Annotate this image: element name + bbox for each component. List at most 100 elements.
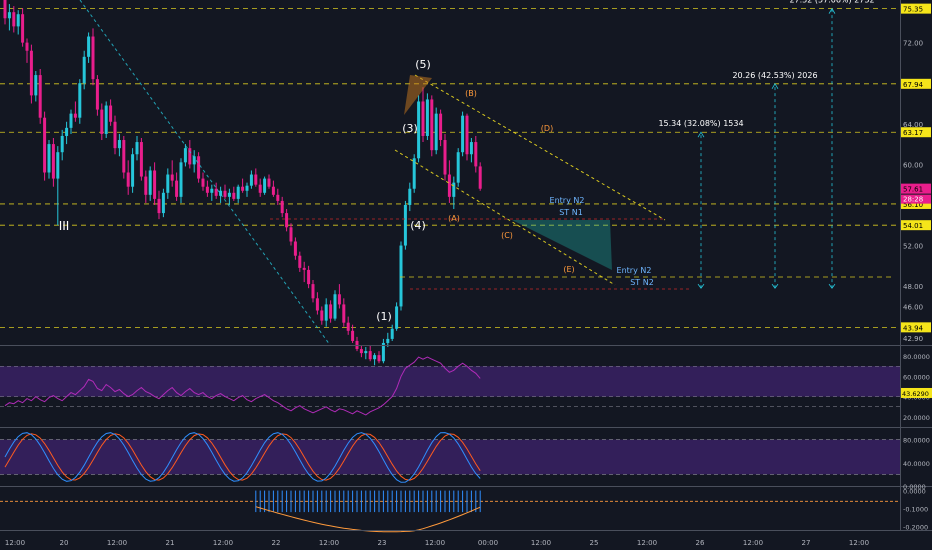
candle-body: [434, 113, 438, 151]
candle-body: [386, 338, 390, 343]
target-base-tick: [828, 283, 836, 289]
time-tick-label: 00:00: [478, 539, 498, 547]
candle-body: [293, 241, 297, 256]
price-axis: 72.00 64.00 60.00 52.00 48.00 46.00 42.90 75.35…: [0, 0, 932, 531]
target-arrow-head: [828, 7, 836, 14]
candle-body: [179, 162, 183, 197]
candle-body: [329, 304, 333, 319]
candle-body: [25, 42, 29, 51]
level-tag-label: 75.35: [903, 6, 923, 14]
rsi-current-tag-label: 43.6290: [902, 390, 929, 398]
candle-body: [126, 172, 130, 187]
time-tick-label: 25: [590, 539, 599, 547]
candle-body: [210, 188, 214, 193]
time-tick-label: 23: [378, 539, 387, 547]
stoch-tick-label: 40.0000: [903, 460, 930, 468]
candle-body: [214, 188, 218, 196]
target-label: 20.26 (42.53%) 2026: [732, 71, 817, 80]
stoch-pane[interactable]: [0, 432, 900, 483]
stoch-tick-label: 0.0000: [903, 483, 926, 491]
level-tag-label: 43.94: [903, 324, 924, 332]
candle-body: [82, 56, 86, 84]
candle-body: [16, 14, 20, 27]
candle-body: [258, 184, 262, 193]
candle-body: [7, 12, 11, 19]
wave5-shading: [404, 75, 432, 115]
candle-body: [430, 99, 434, 151]
candle-body: [175, 180, 179, 197]
fan-shading: [512, 220, 612, 270]
time-tick-label: 12:00: [743, 539, 763, 547]
rsi-pane[interactable]: [0, 356, 900, 416]
candle-body: [351, 330, 355, 341]
triangle-lower-line: [394, 149, 616, 286]
stoch-k-line: [4, 432, 481, 483]
candle-body: [78, 83, 82, 118]
candle-body: [122, 140, 126, 173]
candle-body: [289, 227, 293, 242]
candle-body: [227, 192, 231, 197]
candle-body: [390, 328, 394, 339]
time-tick-label: 12:00: [319, 539, 339, 547]
macd-pane[interactable]: [0, 490, 900, 533]
candle-body: [447, 174, 451, 197]
candle-body: [245, 185, 249, 191]
candle-body: [465, 115, 469, 155]
candle-body: [197, 156, 201, 179]
time-tick-label: 12:00: [213, 539, 233, 547]
candle-body: [87, 36, 91, 57]
target-arrow-head: [697, 131, 705, 138]
candle-body: [280, 200, 284, 214]
candle-body: [249, 174, 253, 186]
entry-stop-label: Entry N2: [617, 266, 652, 275]
stoch-band: [0, 439, 900, 475]
time-tick-label: 12:00: [531, 539, 551, 547]
candle-body: [104, 105, 108, 134]
candle-body: [69, 113, 73, 128]
candle-body: [38, 75, 42, 118]
macd-line: [255, 506, 481, 533]
candle-body: [443, 140, 447, 175]
wave-label: (4): [410, 219, 426, 232]
macd-tick-label: 0.0000: [903, 488, 926, 496]
target-base-tick: [697, 283, 705, 289]
time-tick-label: 22: [272, 539, 281, 547]
price-tick-label: 64.00: [903, 121, 923, 129]
candle-body: [166, 174, 170, 193]
candle-body: [95, 79, 99, 110]
wave-label: (3): [402, 122, 418, 135]
candle-body: [12, 12, 16, 27]
candle-body: [3, 0, 7, 19]
candle-body: [263, 178, 267, 193]
wave-label: (5): [415, 58, 431, 71]
candle-body: [29, 50, 33, 96]
candle-body: [170, 174, 174, 181]
candle-body: [161, 192, 165, 214]
current-time-tag-bg: [901, 194, 931, 204]
stoch-tick-label: 80.0000: [903, 437, 930, 445]
candle-body: [43, 117, 47, 173]
candle-body: [368, 351, 372, 360]
candle-body: [131, 154, 135, 187]
candle-body: [117, 140, 121, 149]
candle-body: [205, 186, 209, 193]
candle-body: [139, 142, 143, 177]
triangle-upper-line: [414, 74, 666, 221]
candle-body: [381, 342, 385, 362]
price-pane[interactable]: 15.34 (32.08%) 1534 20.26 (42.53%) 2026 27…: [0, 0, 900, 366]
wave-label: (A): [448, 214, 460, 223]
current-time-tag-label: 28:28: [903, 196, 923, 204]
candle-body: [65, 127, 69, 136]
candle-body: [474, 142, 478, 167]
entry-stop-label: Entry N2: [550, 196, 585, 205]
candle-body: [60, 135, 64, 153]
level-tag-bg: [901, 220, 931, 231]
candle-body: [364, 351, 368, 354]
candle-body: [219, 190, 223, 196]
time-tick-label: 12:00: [107, 539, 127, 547]
target-arrow-head: [771, 83, 779, 90]
rsi-band: [0, 366, 900, 397]
stoch-d-line: [4, 433, 481, 481]
price-tick-label: 72.00: [903, 40, 923, 48]
rsi-current-tag-bg: [901, 387, 932, 398]
